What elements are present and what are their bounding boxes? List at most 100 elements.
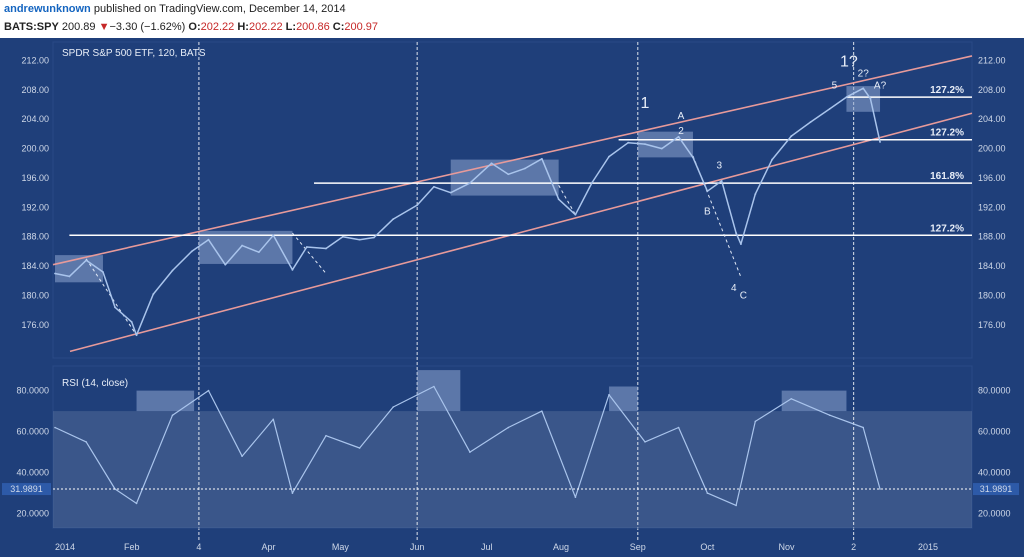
time-tick: Apr [261, 542, 275, 552]
high-label: H: [237, 21, 249, 33]
price-tick-left: 212.00 [21, 55, 49, 65]
price-point [291, 268, 294, 271]
low-label: L: [285, 21, 297, 33]
price-line [54, 87, 881, 336]
rsi-panel-frame [52, 365, 973, 529]
price-point [720, 179, 723, 182]
price-point [790, 135, 793, 137]
wave-label: A [678, 111, 685, 122]
fib-level-label: 127.2% [930, 223, 964, 234]
price-point [433, 185, 435, 188]
price-point [591, 181, 594, 184]
price-point [358, 238, 361, 241]
price-tick-right: 200.00 [978, 144, 1006, 154]
price-point [325, 247, 327, 250]
close-label: C: [332, 21, 345, 33]
rsi-tick-right: 60.0000 [978, 427, 1011, 437]
time-axis: 2014 Feb 4 Apr May Jun Jul Aug Sep Oct Nov 2 2015 [55, 542, 938, 552]
rsi-point [862, 426, 865, 429]
price-tick-left: 192.00 [21, 202, 49, 212]
wave-connector [292, 232, 327, 274]
price-point [373, 236, 375, 239]
price-point [879, 141, 881, 143]
fib-level-label: 127.2% [930, 128, 964, 139]
rsi-point [754, 420, 757, 423]
open-label: O: [188, 21, 201, 33]
price-tick-left: 184.00 [21, 261, 49, 271]
price-point [272, 234, 275, 237]
time-tick: Sep [630, 542, 646, 552]
price-point [68, 275, 71, 278]
price-point [257, 251, 260, 254]
price-point [241, 244, 243, 247]
published-text: published on TradingView.com, December 1… [93, 3, 346, 15]
rsi-point [790, 398, 793, 400]
price-point [171, 269, 174, 272]
price-tick-left: 208.00 [21, 85, 49, 95]
rsi-box [781, 390, 847, 412]
price-point [754, 193, 757, 196]
rsi-point [272, 418, 275, 421]
rsi-point [706, 492, 709, 494]
price-point [740, 243, 742, 245]
low-value: 200.86 [296, 21, 330, 33]
rsi-tick-right: 40.0000 [978, 468, 1011, 478]
price-tick-right: 208.00 [978, 85, 1006, 95]
publish-line: andrewunknown published on TradingView.c… [4, 3, 346, 15]
symbol: BATS:SPY [4, 21, 59, 33]
author-link[interactable]: andrewunknown [4, 3, 91, 15]
down-arrow-icon: ▼ [98, 21, 110, 33]
price-point [644, 143, 646, 146]
quote-line: BATS:SPY 200.89 ▼−3.30 (−1.62%) O:202.22… [4, 21, 378, 33]
time-tick: 2014 [55, 542, 75, 552]
rsi-point [574, 496, 577, 499]
time-tick: 4 [196, 542, 201, 552]
rsi-point [171, 414, 174, 417]
price-point [416, 204, 419, 207]
price-point [677, 135, 680, 138]
price-point [305, 246, 308, 248]
rsi-current-label: 31.9891 [10, 484, 43, 494]
wave-label: 4 [731, 283, 737, 294]
rsi-current-label: 31.9891 [980, 484, 1013, 494]
price-point [862, 87, 865, 90]
high-value: 202.22 [248, 21, 283, 33]
rsi-point [677, 426, 680, 429]
price-point [809, 121, 812, 124]
rsi-point [135, 502, 138, 505]
price-point [190, 250, 193, 253]
price-tick-right: 188.00 [978, 232, 1006, 242]
price-point [869, 97, 872, 100]
price-point [224, 263, 227, 266]
price-tick-left: 180.00 [21, 291, 49, 301]
fib-level-label: 127.2% [930, 85, 964, 96]
rsi-point [608, 393, 610, 396]
wave-label: A? [874, 80, 887, 91]
price-panel-frame [52, 41, 973, 359]
price-point [540, 157, 543, 160]
price-tick-right: 180.00 [978, 291, 1006, 301]
rsi-box [417, 370, 461, 412]
rsi-point [541, 410, 543, 412]
wave-label: 2? [858, 69, 870, 80]
price-tick-right: 192.00 [978, 202, 1006, 212]
time-tick: Jun [410, 542, 425, 552]
rsi-point [469, 451, 471, 453]
rsi-tick-right: 80.0000 [978, 386, 1011, 396]
fib-level-label: 161.8% [930, 171, 964, 182]
price-point [85, 259, 88, 262]
wave-label: B [704, 207, 711, 218]
rsi-point [358, 447, 361, 449]
time-tick: Feb [124, 542, 140, 552]
rsi-tick-left: 40.0000 [16, 468, 49, 478]
price-point [828, 107, 831, 110]
time-tick: Oct [700, 542, 715, 552]
rsi-point [85, 441, 87, 443]
price-chart-title: SPDR S&P 500 ETF, 120, BATS [62, 48, 206, 59]
rsi-point [325, 434, 327, 437]
price-point [524, 167, 526, 170]
chart-canvas[interactable]: 176.00 176.00 180.00 180.00 184.00 184.00 188.… [0, 38, 1024, 557]
rsi-current-badge [973, 483, 1019, 496]
rsi-point [241, 455, 243, 458]
price-panel: 176.00 176.00 180.00 180.00 184.00 184.00 188.… [21, 41, 1006, 542]
